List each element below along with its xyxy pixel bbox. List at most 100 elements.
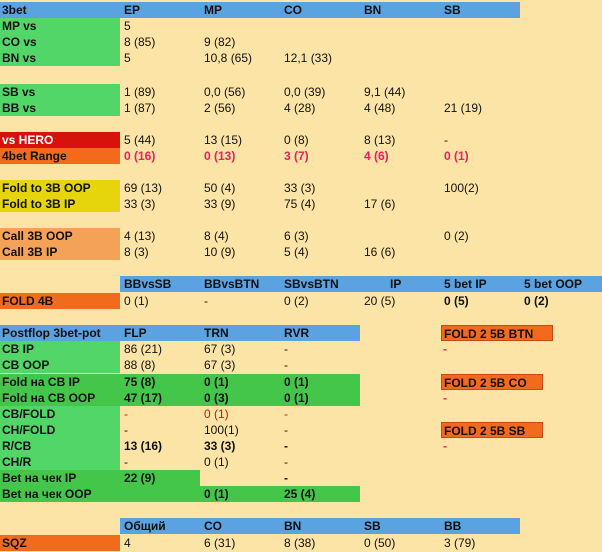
fold4b-ip: 20 (5) <box>364 294 396 308</box>
cell-bn-mp: 10,8 (65) <box>204 51 253 65</box>
sqz-col-total: Общий <box>122 518 200 534</box>
fold4b-5bet-ip: 0 (5) <box>444 294 469 308</box>
pf-label-fold-cb-oop: Fold на CB OOP <box>2 391 96 405</box>
cell-f3bip-ep: 33 (3) <box>124 197 156 211</box>
sqz-sb: 0 (50) <box>364 536 396 550</box>
pf-foldcbip-trn: 0 (1) <box>204 375 229 389</box>
cell-c3bip-co: 5 (4) <box>284 245 309 259</box>
cell-hero-bn: 8 (13) <box>364 133 396 147</box>
pf-betoop-trn: 0 (1) <box>204 487 229 501</box>
cell-4bet-ep: 0 (16) <box>124 149 156 163</box>
cell-f3bip-co: 75 (4) <box>284 197 316 211</box>
pf-betip-rvr: - <box>284 471 288 485</box>
cell-bb-co: 4 (28) <box>284 101 316 115</box>
cell-sb-mp: 0,0 (56) <box>204 85 246 99</box>
pf-cboop-trn: 67 (3) <box>204 358 236 372</box>
pf-cboop-flp: 88 (8) <box>124 358 156 372</box>
postflop-title: Postflop 3bet-pot <box>0 325 120 341</box>
pf-label-cb-oop: CB OOP <box>0 357 120 373</box>
cell-sb-co: 0,0 (39) <box>284 85 326 99</box>
pf-cbip-trn: 67 (3) <box>204 342 236 356</box>
cell-co-ep: 8 (85) <box>124 35 156 49</box>
sqz-col-bn: BN <box>282 518 360 534</box>
col-header-co: CO <box>282 2 352 18</box>
cell-c3boop-mp: 8 (4) <box>204 229 229 243</box>
sqz-col-co: CO <box>202 518 280 534</box>
fold4b-sbvsbtn: 0 (2) <box>284 294 309 308</box>
row-label-sqz: SQZ <box>0 535 120 551</box>
row-label-fold-3b-ip: Fold to 3B IP <box>0 196 120 212</box>
postflop-col-trn: TRN <box>202 325 280 341</box>
cell-c3boop-ep: 4 (13) <box>124 229 156 243</box>
sqz-total: 4 <box>124 536 131 550</box>
pf-cbfold-flp: - <box>124 407 128 421</box>
sqz-col-sb: SB <box>362 518 440 534</box>
pf-foldcbip-rvr: 0 (1) <box>284 375 309 389</box>
row-label-bb-vs: BB vs <box>0 100 120 116</box>
pf-chfold-trn: 100(1) <box>204 423 239 437</box>
pf-label-fold-cb-ip: Fold на CB IP <box>2 375 80 389</box>
pf-foldcboop-rvr: 0 (1) <box>284 391 309 405</box>
cell-bn-ep: 5 <box>124 51 131 65</box>
row-label-co-vs: CO vs <box>0 34 120 50</box>
fold4b-bbvsbtn: - <box>204 294 208 308</box>
cell-bb-sb: 21 (19) <box>444 101 483 115</box>
pf-chfold-flp: - <box>124 423 128 437</box>
col-header-mp: MP <box>202 2 272 18</box>
cell-sb-ep: 1 (89) <box>124 85 156 99</box>
row-label-mp-vs: MP vs <box>0 18 120 34</box>
fold4b-col-ip: IP <box>388 276 438 292</box>
fold4b-bbvssb: 0 (1) <box>124 294 149 308</box>
cell-f3boop-co: 33 (3) <box>284 181 316 195</box>
pf-cboop-rvr: - <box>284 358 288 372</box>
cell-bb-mp: 2 (56) <box>204 101 236 115</box>
row-label-call-3b-oop: Call 3B OOP <box>0 228 120 244</box>
pf-row-fold-cb-oop <box>0 390 360 406</box>
cell-4bet-co: 3 (7) <box>284 149 309 163</box>
cell-c3bip-mp: 10 (9) <box>204 245 236 259</box>
fold4b-col-sbvsbtn: SBvsBTN <box>282 276 360 292</box>
sqz-co: 6 (31) <box>204 536 236 550</box>
fold4b-col-bbvsbtn: BBvsBTN <box>202 276 280 292</box>
row-label-4bet-range: 4bet Range <box>0 148 120 164</box>
pf-betip-flp: 22 (9) <box>124 471 156 485</box>
pf-chr-flp: - <box>124 455 128 469</box>
pf-row-bet-check-oop <box>0 486 360 502</box>
row-label-sb-vs: SB vs <box>0 84 120 100</box>
pf-label-bet-check-oop: Bet на чек OOP <box>2 487 92 501</box>
cell-c3boop-co: 6 (3) <box>284 229 309 243</box>
cell-f3bip-bn: 17 (6) <box>364 197 396 211</box>
cell-bb-ep: 1 (87) <box>124 101 156 115</box>
cell-c3bip-ep: 8 (3) <box>124 245 149 259</box>
pf-rcb-flp: 13 (16) <box>124 439 163 453</box>
cell-4bet-sb: 0 (1) <box>444 149 469 163</box>
pf-label-bet-check-ip: Bet на чек IP <box>0 470 120 486</box>
row-label-call-3b-ip: Call 3B IP <box>0 244 120 260</box>
pf-cbfold-trn: 0 (1) <box>204 407 229 421</box>
pf-cbip-rvr: - <box>284 342 288 356</box>
fold4b-col-bbvssb: BBvsSB <box>122 276 200 292</box>
cell-f3boop-mp: 50 (4) <box>204 181 236 195</box>
pf-label-ch-fold: CH/FOLD <box>0 422 120 438</box>
fold5b-btn-value: - <box>443 342 447 356</box>
postflop-col-rvr: RVR <box>282 325 360 341</box>
pf-label-cb-ip: CB IP <box>0 341 120 357</box>
cell-sb-bn: 9,1 (44) <box>364 85 406 99</box>
pf-rcb-rvr: - <box>284 439 288 453</box>
fold5b-sb-label: FOLD 2 5B SB <box>441 422 543 438</box>
fold4b-col-5bet-ip: 5 bet IP <box>442 276 520 292</box>
row-label-bn-vs: BN vs <box>0 50 120 66</box>
cell-hero-sb: - <box>444 133 448 147</box>
row-label-fold-4b: FOLD 4B <box>0 293 120 309</box>
cell-co-mp: 9 (82) <box>204 35 236 49</box>
col-header-sb: SB <box>442 2 520 18</box>
pf-chr-rvr: - <box>284 455 288 469</box>
fold5b-sb-value: - <box>443 439 447 453</box>
col-header-bn: BN <box>362 2 432 18</box>
cell-c3bip-bn: 16 (6) <box>364 245 396 259</box>
pf-cbip-flp: 86 (21) <box>124 342 163 356</box>
corner-header: 3bet <box>0 2 120 18</box>
cell-hero-co: 0 (8) <box>284 133 309 147</box>
pf-foldcboop-flp: 47 (17) <box>124 391 163 405</box>
row-label-fold-3b-oop: Fold to 3B OOP <box>0 180 120 196</box>
